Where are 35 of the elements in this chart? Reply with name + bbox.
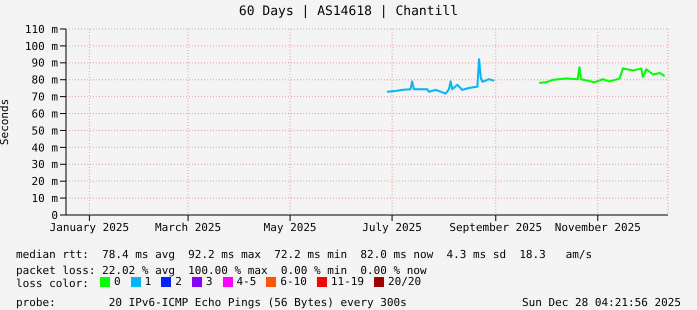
text: probe: 20 IPv6-ICMP Echo Pings (56 Bytes) every 300s (16, 296, 407, 309)
line-series (386, 58, 496, 95)
y-tick-label: 70 m (32, 90, 58, 104)
text: median rtt: 78.4 ms avg 92.2 ms max 72.2 ms min 82.0 ms now 4.3 ms sd 18.3 am/s (16, 248, 592, 261)
legend-title: loss color: (16, 277, 89, 290)
y-tick-label: 0 (51, 208, 58, 222)
x-tick-label: September 2025 (449, 220, 542, 234)
x-tick-label: May 2025 (264, 220, 317, 234)
x-tick-label: March 2025 (154, 220, 222, 234)
legend-label: 11-19 (330, 275, 364, 288)
y-tick-label: 40 m (32, 141, 58, 154)
x-tick-label: July 2025 (362, 220, 422, 234)
y-tick-label: 10 m (32, 192, 58, 205)
text: Sun Dec 28 04:21:56 2025 (522, 296, 681, 309)
y-tick-label: 60 m (32, 107, 58, 120)
legend-label: 4-5 (236, 275, 256, 288)
legend-label: 1 (144, 275, 152, 288)
y-tick-label: 90 m (32, 56, 58, 70)
legend-label: 20/20 (388, 275, 422, 288)
legend-label: 2 (175, 275, 182, 288)
legend-label: 0 (114, 275, 121, 288)
y-tick-label: 20 m (32, 175, 58, 188)
y-tick-label: 50 m (32, 124, 58, 138)
y-tick-label: 80 m (32, 74, 58, 87)
chart-title: 60 Days | AS14618 | Chantill (238, 4, 460, 19)
y-tick-label: 100 m (24, 40, 58, 53)
text: packet loss: 22.02 % avg 100.00 % max 0.00 % min 0.00 % now (16, 264, 427, 277)
x-tick-label: November 2025 (554, 220, 641, 234)
legend-label: 3 (206, 275, 212, 288)
y-axis-title: Seconds (0, 98, 11, 146)
y-tick-label: 30 m (32, 158, 58, 172)
legend-label: 6-10 (280, 275, 307, 288)
line-series (538, 66, 666, 84)
x-tick-label: January 2025 (50, 220, 130, 234)
y-tick-label: 110 m (24, 22, 58, 36)
